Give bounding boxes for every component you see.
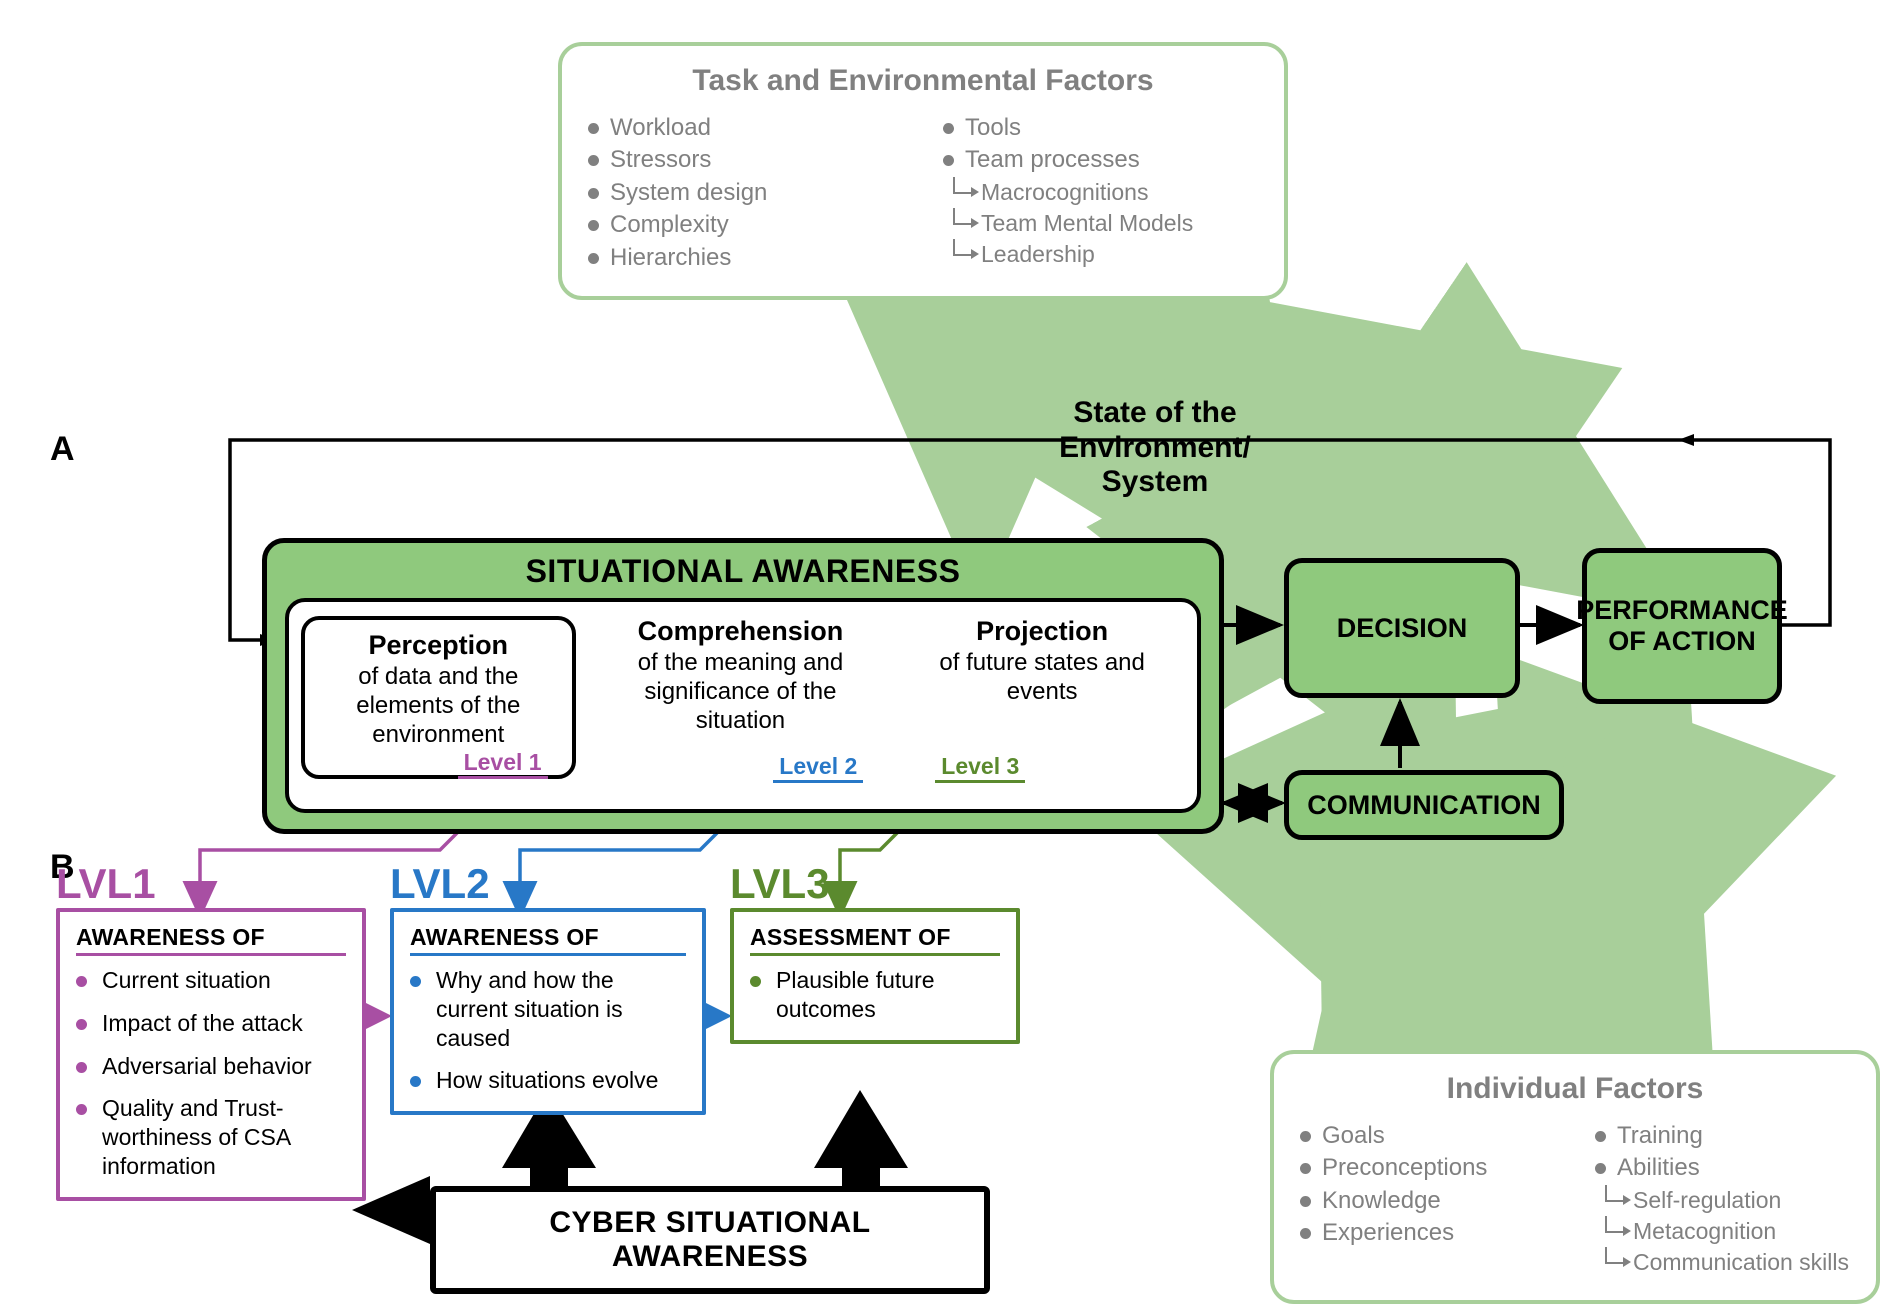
performance-node: PERFORMANCE OF ACTION [1582, 548, 1782, 704]
sa-comprehension-title: Comprehension [604, 616, 878, 647]
sub-item: Communication skills [1599, 1247, 1850, 1278]
decision-node: DECISION [1284, 558, 1520, 698]
sa-projection-title: Projection [905, 616, 1179, 647]
lvl1-box: AWARENESS OF Current situation Impact of… [56, 908, 366, 1201]
sa-title: SITUATIONAL AWARENESS [285, 553, 1201, 590]
state-env-label: State of the Environment/ System [1040, 396, 1270, 500]
factor-item: Experiences [1300, 1217, 1555, 1249]
sub-item-label: Self-regulation [1633, 1187, 1781, 1213]
lvl1-group: LVL1 AWARENESS OF Current situation Impa… [56, 860, 366, 1201]
lvl2-header: LVL2 [390, 860, 706, 908]
lvl2-box: AWARENESS OF Why and how the current sit… [390, 908, 706, 1115]
lvl3-header: LVL3 [730, 860, 1020, 908]
lvl2-item: Why and how the current situation is cau… [410, 966, 686, 1052]
decision-label: DECISION [1337, 613, 1468, 644]
factor-item: Stressors [588, 144, 903, 176]
factor-item: Abilities [1595, 1152, 1850, 1184]
factor-item: Team processes [943, 144, 1258, 176]
lvl1-title: AWARENESS OF [76, 924, 346, 956]
lvl2-group: LVL2 AWARENESS OF Why and how the curren… [390, 860, 706, 1115]
lvl3-box: ASSESSMENT OF Plausible future outcomes [730, 908, 1020, 1044]
sa-perception-title: Perception [321, 630, 556, 661]
factor-item: Preconceptions [1300, 1152, 1555, 1184]
sa-perception-body: of data and the elements of the environm… [321, 663, 556, 749]
state-env-text: State of the Environment/ System [1059, 396, 1251, 498]
sub-item: Team Mental Models [947, 208, 1258, 239]
lvl2-title: AWARENESS OF [410, 924, 686, 956]
lvl3-item: Plausible future outcomes [750, 966, 1000, 1024]
sub-item: Leadership [947, 239, 1258, 270]
factor-item: System design [588, 177, 903, 209]
sub-item: Self-regulation [1599, 1185, 1850, 1216]
lvl2-item: How situations evolve [410, 1066, 686, 1095]
lvl1-item: Current situation [76, 966, 346, 995]
diagram-canvas: Task and Environmental Factors Workload … [0, 0, 1902, 1304]
sub-item-label: Metacognition [1633, 1218, 1776, 1244]
factor-item: Hierarchies [588, 242, 903, 274]
lvl3-items: Plausible future outcomes [750, 966, 1000, 1024]
section-a-marker: A [50, 430, 75, 469]
csa-box: CYBER SITUATIONAL AWARENESS [430, 1186, 990, 1294]
sub-item: Metacognition [1599, 1216, 1850, 1247]
individual-subitems: Self-regulation Metacognition Communicat… [1599, 1185, 1850, 1278]
sub-item: Macrocognitions [947, 177, 1258, 208]
factor-item: Tools [943, 112, 1258, 144]
lvl3-title: ASSESSMENT OF [750, 924, 1000, 956]
task-env-left-list: Workload Stressors System design Complex… [588, 112, 903, 274]
lvl1-item: Quality and Trust-worthiness of CSA info… [76, 1094, 346, 1180]
task-env-factors-title: Task and Environmental Factors [588, 64, 1258, 98]
sa-comprehension-body: of the meaning and significance of the s… [604, 649, 878, 735]
lvl1-header: LVL1 [56, 860, 366, 908]
sa-projection-body: of future states and events [905, 649, 1179, 707]
lvl1-items: Current situation Impact of the attack A… [76, 966, 346, 1181]
performance-label: PERFORMANCE OF ACTION [1576, 595, 1788, 657]
lvl1-item: Impact of the attack [76, 1009, 346, 1038]
lvl1-item: Adversarial behavior [76, 1052, 346, 1081]
individual-factors-box: Individual Factors Goals Preconceptions … [1270, 1050, 1880, 1304]
factor-item: Knowledge [1300, 1185, 1555, 1217]
sub-item-label: Leadership [981, 241, 1095, 267]
situational-awareness-box: SITUATIONAL AWARENESS Perception of data… [262, 538, 1224, 834]
sa-projection: Projection of future states and events L… [905, 616, 1179, 779]
sa-inner: Perception of data and the elements of t… [285, 598, 1201, 813]
sub-item-label: Team Mental Models [981, 210, 1193, 236]
sa-perception: Perception of data and the elements of t… [301, 616, 576, 779]
task-env-factors-box: Task and Environmental Factors Workload … [558, 42, 1288, 300]
lvl3-group: LVL3 ASSESSMENT OF Plausible future outc… [730, 860, 1020, 1044]
factor-item: Complexity [588, 209, 903, 241]
sub-item-label: Macrocognitions [981, 179, 1148, 205]
factor-item: Training [1595, 1120, 1850, 1152]
individual-factors-title: Individual Factors [1300, 1072, 1850, 1106]
sa-comprehension: Comprehension of the meaning and signifi… [604, 616, 878, 779]
factor-item: Workload [588, 112, 903, 144]
communication-label: COMMUNICATION [1307, 790, 1540, 821]
level2-tag: Level 2 [773, 753, 863, 783]
communication-node: COMMUNICATION [1284, 770, 1564, 840]
individual-left-list: Goals Preconceptions Knowledge Experienc… [1300, 1120, 1555, 1250]
sub-item-label: Communication skills [1633, 1249, 1849, 1275]
task-env-right-list: Tools Team processes [943, 112, 1258, 177]
level3-tag: Level 3 [935, 753, 1025, 783]
level1-tag: Level 1 [458, 749, 548, 779]
lvl2-items: Why and how the current situation is cau… [410, 966, 686, 1095]
individual-right-list: Training Abilities [1595, 1120, 1850, 1185]
csa-title: CYBER SITUATIONAL AWARENESS [549, 1206, 870, 1273]
task-env-subitems: Macrocognitions Team Mental Models Leade… [947, 177, 1258, 270]
factor-item: Goals [1300, 1120, 1555, 1152]
